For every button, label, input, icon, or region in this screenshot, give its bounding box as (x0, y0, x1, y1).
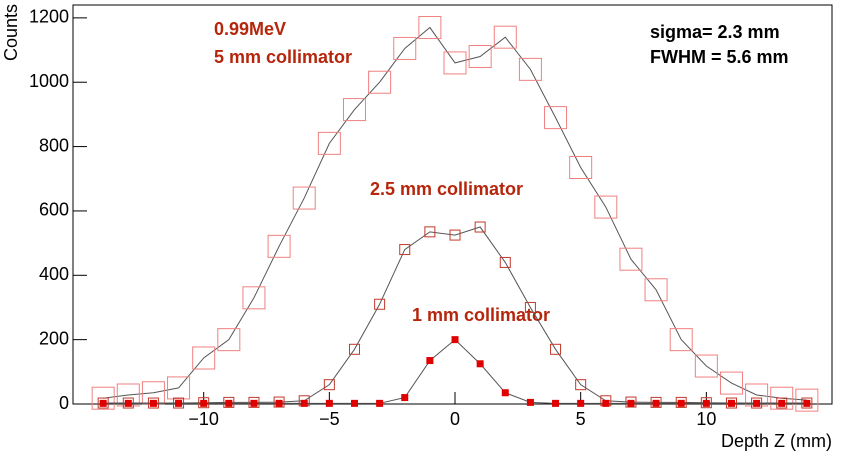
data-point (250, 399, 258, 407)
fit-curve (103, 226, 807, 404)
data-point (91, 386, 115, 410)
data-point (225, 399, 233, 407)
y-tick-label: 400 (39, 264, 69, 284)
y-tick-label: 1000 (29, 71, 69, 91)
data-point (625, 396, 637, 408)
y-axis-label: Counts (1, 4, 21, 61)
data-point (727, 399, 735, 407)
data-point (700, 397, 712, 409)
data-point (602, 399, 610, 407)
data-point (468, 44, 492, 68)
data-point (451, 336, 459, 344)
data-point (376, 399, 384, 407)
data-point (192, 346, 216, 370)
data-point (198, 397, 210, 409)
data-point (149, 399, 157, 407)
data-point (694, 354, 718, 378)
data-point (770, 386, 794, 410)
y-tick-label: 600 (39, 200, 69, 220)
data-point (99, 399, 107, 407)
x-tick-label: −5 (319, 409, 340, 429)
x-tick-label: 0 (450, 409, 460, 429)
data-point (652, 399, 660, 407)
annotation: 1 mm collimator (412, 305, 550, 325)
data-point (702, 399, 710, 407)
data-point (399, 244, 411, 256)
data-point (275, 399, 283, 407)
data-point (449, 229, 461, 241)
data-point (544, 106, 568, 130)
annotation: FWHM = 5.6 mm (650, 47, 789, 67)
plot-frame (72, 4, 833, 405)
data-point (167, 376, 191, 400)
data-point (675, 396, 687, 408)
data-point (348, 343, 360, 355)
x-tick-label: −10 (188, 409, 219, 429)
x-tick-label: 5 (576, 409, 586, 429)
annotation: 5 mm collimator (214, 47, 352, 67)
data-point (292, 186, 316, 210)
data-point (719, 371, 743, 395)
data-point (753, 399, 761, 407)
data-point (217, 328, 241, 352)
data-point (401, 394, 409, 402)
data-point (223, 396, 235, 408)
data-point (644, 278, 668, 302)
y-tick-label: 0 (59, 393, 69, 413)
data-point (552, 399, 560, 407)
data-point (267, 234, 291, 258)
data-point (374, 298, 386, 310)
data-point (501, 389, 509, 397)
x-tick-label: 10 (696, 409, 716, 429)
data-point (499, 256, 511, 268)
data-point (426, 357, 434, 365)
data-point (619, 247, 643, 271)
data-point (669, 328, 693, 352)
data-point (550, 343, 562, 355)
data-point (325, 399, 333, 407)
data-point (677, 399, 685, 407)
fit-curve (103, 26, 807, 401)
data-point (476, 360, 484, 368)
data-point (518, 57, 542, 81)
y-tick-label: 200 (39, 328, 69, 348)
data-point (778, 399, 786, 407)
data-point (627, 399, 635, 407)
annotation: sigma= 2.3 mm (650, 22, 780, 42)
data-point (323, 379, 335, 391)
data-point (393, 36, 417, 60)
data-point (526, 398, 534, 406)
data-point (368, 70, 392, 94)
data-point (124, 399, 132, 407)
annotation: 0.99MeV (214, 19, 286, 39)
data-point (424, 226, 436, 238)
data-point (577, 399, 585, 407)
data-point (569, 155, 593, 179)
data-point (443, 51, 467, 75)
data-point (418, 16, 442, 40)
data-point (248, 396, 260, 408)
annotation: 2.5 mm collimator (370, 179, 523, 199)
data-point (803, 399, 811, 407)
data-point (273, 396, 285, 408)
data-point (575, 379, 587, 391)
data-point (200, 399, 208, 407)
data-point (300, 399, 308, 407)
data-point (650, 396, 662, 408)
data-point (795, 388, 819, 412)
data-point (594, 195, 618, 219)
y-tick-label: 800 (39, 135, 69, 155)
data-point (524, 301, 536, 313)
data-point (317, 131, 341, 155)
data-point (342, 98, 366, 122)
data-point (350, 399, 358, 407)
data-point (474, 221, 486, 233)
x-axis-label: Depth Z (mm) (721, 431, 832, 451)
y-tick-label: 1200 (29, 7, 69, 27)
data-point (242, 286, 266, 310)
data-point (493, 25, 517, 49)
data-point (175, 399, 183, 407)
